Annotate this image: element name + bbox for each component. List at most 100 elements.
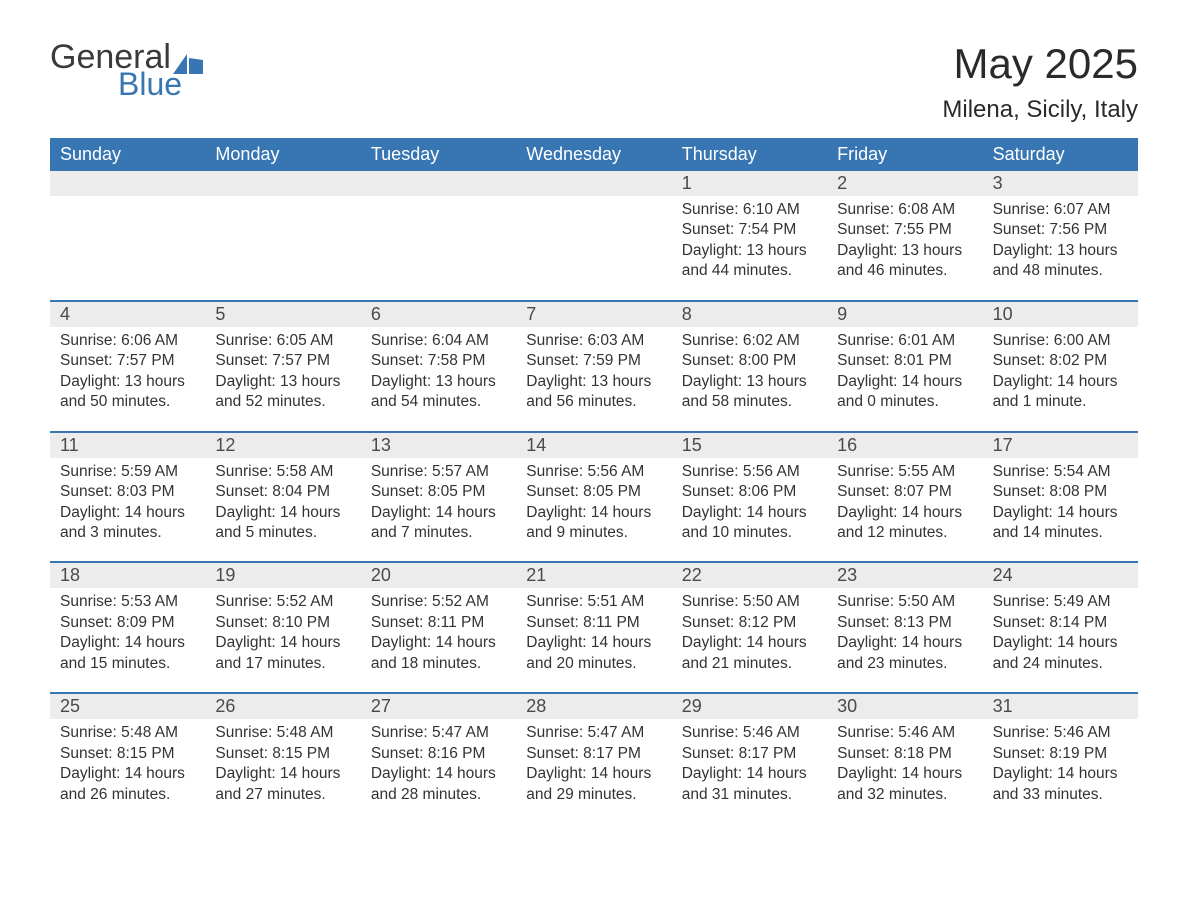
calendar-day-cell: Sunrise: 5:50 AMSunset: 8:13 PMDaylight:… — [827, 588, 982, 692]
calendar-day-cell: Sunrise: 5:47 AMSunset: 8:17 PMDaylight:… — [516, 719, 671, 823]
calendar-day-cell: Sunrise: 6:00 AMSunset: 8:02 PMDaylight:… — [983, 327, 1138, 431]
daylight-line: Daylight: 14 hours and 9 minutes. — [526, 503, 661, 544]
sunset-line: Sunset: 7:57 PM — [60, 351, 195, 371]
daylight-line: Daylight: 14 hours and 24 minutes. — [993, 633, 1128, 674]
sunset-line: Sunset: 8:12 PM — [682, 613, 817, 633]
daynum-band: 11121314151617 — [50, 433, 1138, 458]
daylight-line: Daylight: 14 hours and 33 minutes. — [993, 764, 1128, 805]
sunset-line: Sunset: 8:17 PM — [682, 744, 817, 764]
day-number: 17 — [983, 433, 1138, 458]
daylight-line: Daylight: 14 hours and 1 minute. — [993, 372, 1128, 413]
daylight-line: Daylight: 13 hours and 48 minutes. — [993, 241, 1128, 282]
daylight-line: Daylight: 13 hours and 44 minutes. — [682, 241, 817, 282]
sunset-line: Sunset: 7:58 PM — [371, 351, 506, 371]
calendar-day-cell — [50, 196, 205, 300]
daylight-line: Daylight: 14 hours and 14 minutes. — [993, 503, 1128, 544]
sunrise-line: Sunrise: 5:46 AM — [993, 723, 1128, 743]
sunrise-line: Sunrise: 6:06 AM — [60, 331, 195, 351]
calendar-grid: SundayMondayTuesdayWednesdayThursdayFrid… — [50, 138, 1138, 823]
sunset-line: Sunset: 8:13 PM — [837, 613, 972, 633]
day-number: 8 — [672, 302, 827, 327]
sunset-line: Sunset: 7:57 PM — [215, 351, 350, 371]
page-header: General Blue May 2025 Milena, Sicily, It… — [50, 40, 1138, 124]
daylight-line: Daylight: 14 hours and 27 minutes. — [215, 764, 350, 805]
sunrise-line: Sunrise: 5:50 AM — [837, 592, 972, 612]
day-number: 29 — [672, 694, 827, 719]
day-number: 14 — [516, 433, 671, 458]
calendar-day-cell: Sunrise: 6:04 AMSunset: 7:58 PMDaylight:… — [361, 327, 516, 431]
calendar-day-cell: Sunrise: 6:01 AMSunset: 8:01 PMDaylight:… — [827, 327, 982, 431]
sunrise-line: Sunrise: 5:47 AM — [526, 723, 661, 743]
calendar-day-cell — [361, 196, 516, 300]
sunset-line: Sunset: 8:01 PM — [837, 351, 972, 371]
calendar-day-cell: Sunrise: 5:48 AMSunset: 8:15 PMDaylight:… — [205, 719, 360, 823]
sunrise-line: Sunrise: 6:00 AM — [993, 331, 1128, 351]
day-number — [361, 171, 516, 196]
sunrise-line: Sunrise: 5:56 AM — [526, 462, 661, 482]
sunset-line: Sunset: 8:18 PM — [837, 744, 972, 764]
sunrise-line: Sunrise: 5:48 AM — [215, 723, 350, 743]
day-number: 19 — [205, 563, 360, 588]
day-number: 21 — [516, 563, 671, 588]
day-number: 5 — [205, 302, 360, 327]
month-title: May 2025 — [942, 40, 1138, 88]
day-number: 4 — [50, 302, 205, 327]
day-number — [205, 171, 360, 196]
calendar-day-cell — [205, 196, 360, 300]
sunset-line: Sunset: 8:09 PM — [60, 613, 195, 633]
daynum-band: 123 — [50, 171, 1138, 196]
sunset-line: Sunset: 8:06 PM — [682, 482, 817, 502]
sunrise-line: Sunrise: 5:51 AM — [526, 592, 661, 612]
day-number: 22 — [672, 563, 827, 588]
sunrise-line: Sunrise: 5:49 AM — [993, 592, 1128, 612]
day-number: 20 — [361, 563, 516, 588]
day-number: 7 — [516, 302, 671, 327]
daylight-line: Daylight: 14 hours and 18 minutes. — [371, 633, 506, 674]
calendar-day-cell: Sunrise: 5:56 AMSunset: 8:05 PMDaylight:… — [516, 458, 671, 562]
calendar-day-cell: Sunrise: 5:46 AMSunset: 8:17 PMDaylight:… — [672, 719, 827, 823]
daylight-line: Daylight: 14 hours and 31 minutes. — [682, 764, 817, 805]
day-number: 11 — [50, 433, 205, 458]
daylight-line: Daylight: 14 hours and 26 minutes. — [60, 764, 195, 805]
calendar-day-cell: Sunrise: 5:47 AMSunset: 8:16 PMDaylight:… — [361, 719, 516, 823]
sunrise-line: Sunrise: 6:08 AM — [837, 200, 972, 220]
daylight-line: Daylight: 14 hours and 29 minutes. — [526, 764, 661, 805]
daylight-line: Daylight: 14 hours and 15 minutes. — [60, 633, 195, 674]
calendar-day-cell: Sunrise: 5:51 AMSunset: 8:11 PMDaylight:… — [516, 588, 671, 692]
daylight-line: Daylight: 14 hours and 17 minutes. — [215, 633, 350, 674]
sunset-line: Sunset: 8:02 PM — [993, 351, 1128, 371]
calendar-day-cell: Sunrise: 6:06 AMSunset: 7:57 PMDaylight:… — [50, 327, 205, 431]
day-number: 6 — [361, 302, 516, 327]
sunset-line: Sunset: 8:04 PM — [215, 482, 350, 502]
calendar-day-cell — [516, 196, 671, 300]
daynum-band: 25262728293031 — [50, 694, 1138, 719]
daylight-line: Daylight: 13 hours and 46 minutes. — [837, 241, 972, 282]
sunrise-line: Sunrise: 5:56 AM — [682, 462, 817, 482]
sunrise-line: Sunrise: 5:55 AM — [837, 462, 972, 482]
calendar-day-cell: Sunrise: 5:55 AMSunset: 8:07 PMDaylight:… — [827, 458, 982, 562]
sunrise-line: Sunrise: 5:57 AM — [371, 462, 506, 482]
calendar-day-cell: Sunrise: 5:48 AMSunset: 8:15 PMDaylight:… — [50, 719, 205, 823]
sunrise-line: Sunrise: 6:04 AM — [371, 331, 506, 351]
calendar-day-cell: Sunrise: 6:10 AMSunset: 7:54 PMDaylight:… — [672, 196, 827, 300]
weekday-header: Wednesday — [516, 138, 671, 171]
daynum-band: 45678910 — [50, 302, 1138, 327]
sunset-line: Sunset: 8:14 PM — [993, 613, 1128, 633]
sunset-line: Sunset: 7:59 PM — [526, 351, 661, 371]
daylight-line: Daylight: 14 hours and 3 minutes. — [60, 503, 195, 544]
sunrise-line: Sunrise: 5:59 AM — [60, 462, 195, 482]
sunset-line: Sunset: 7:56 PM — [993, 220, 1128, 240]
sunrise-line: Sunrise: 6:02 AM — [682, 331, 817, 351]
weekday-header: Monday — [205, 138, 360, 171]
calendar-day-cell: Sunrise: 6:02 AMSunset: 8:00 PMDaylight:… — [672, 327, 827, 431]
calendar-day-cell: Sunrise: 5:58 AMSunset: 8:04 PMDaylight:… — [205, 458, 360, 562]
sunset-line: Sunset: 8:15 PM — [60, 744, 195, 764]
day-number: 1 — [672, 171, 827, 196]
daylight-line: Daylight: 14 hours and 20 minutes. — [526, 633, 661, 674]
daylight-line: Daylight: 14 hours and 10 minutes. — [682, 503, 817, 544]
sunset-line: Sunset: 8:03 PM — [60, 482, 195, 502]
daylight-line: Daylight: 13 hours and 54 minutes. — [371, 372, 506, 413]
daylight-line: Daylight: 14 hours and 0 minutes. — [837, 372, 972, 413]
day-number: 12 — [205, 433, 360, 458]
weekday-header: Sunday — [50, 138, 205, 171]
